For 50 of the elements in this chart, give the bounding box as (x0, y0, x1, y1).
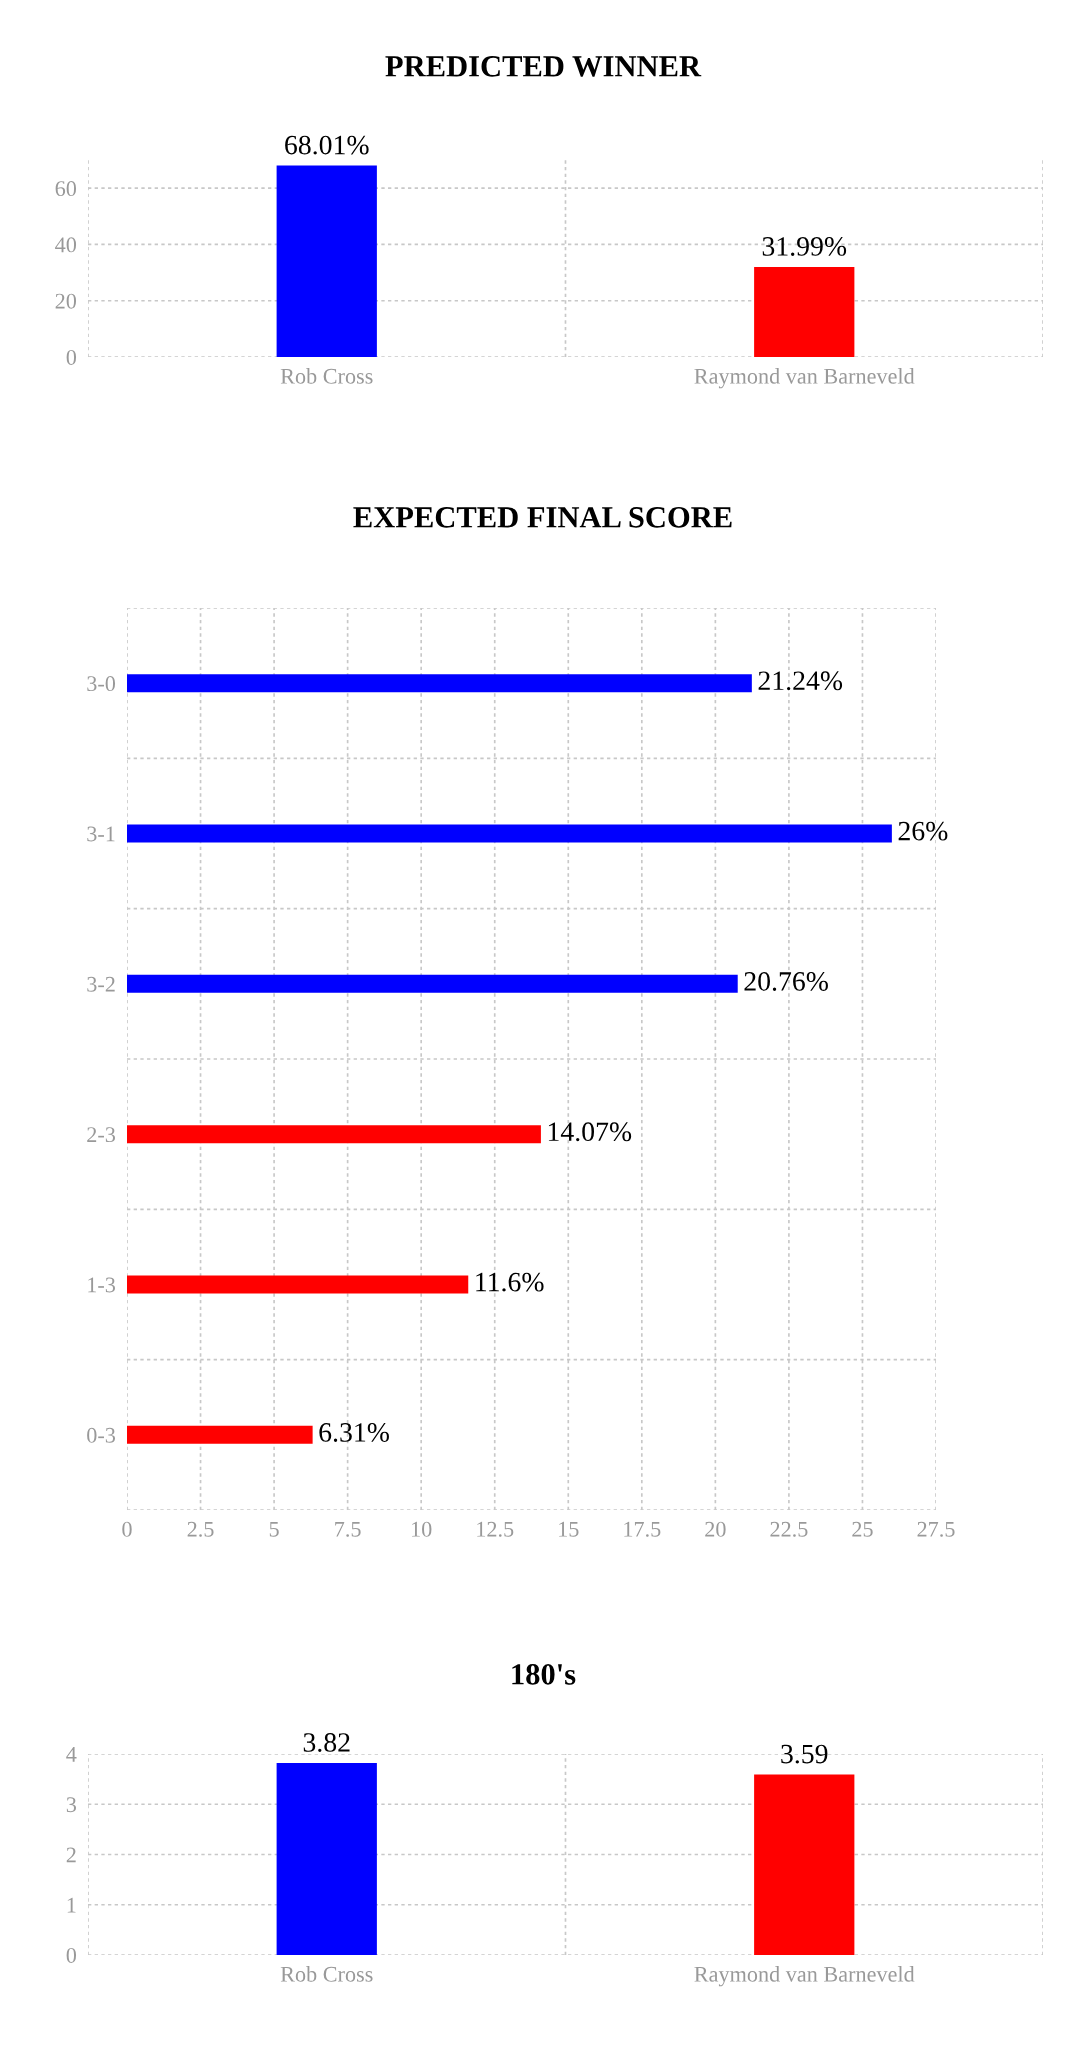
data-label: 3.59 (781, 1744, 828, 1764)
x-tick-label: 10 (412, 1521, 432, 1537)
y-tick-label: 0 (66, 1947, 77, 1963)
data-label: 68.01% (285, 135, 369, 155)
chart-title: EXPECTED FINAL SCORE (353, 507, 732, 528)
x-tick-label: Raymond van Barneveld (694, 368, 915, 389)
x-tick-label: Rob Cross (280, 1966, 373, 1982)
x-tick-label: Rob Cross (280, 368, 373, 384)
chart-title: 180's (512, 1664, 576, 1685)
y-tick-label: 20 (55, 293, 77, 309)
x-tick-label: 17.5 (624, 1521, 661, 1537)
x-tick-label: Raymond van Barneveld (694, 1966, 915, 1987)
x-tick-label: 2.5 (187, 1521, 214, 1537)
bar (127, 674, 752, 693)
y-tick-label: 60 (55, 181, 77, 197)
bar (127, 1125, 541, 1144)
data-label: 21.24% (758, 671, 843, 691)
data-label: 31.99% (762, 237, 847, 256)
x-tick-label: 25 (852, 1521, 873, 1537)
data-label: 6.31% (319, 1423, 389, 1442)
x-tick-label: 0 (122, 1521, 132, 1537)
x-tick-label: 22.5 (770, 1521, 808, 1537)
x-tick-label: 27.5 (917, 1521, 955, 1537)
y-tick-label: 2 (66, 1847, 76, 1863)
chart-title: PREDICTED WINNER (385, 56, 702, 77)
data-label: 14.07% (548, 1122, 632, 1142)
y-tick-label: 2-3 (87, 1127, 116, 1143)
x-tick-label: 20 (705, 1521, 726, 1537)
y-tick-label: 3-1 (87, 826, 115, 842)
bar (127, 1425, 313, 1444)
y-tick-label: 1 (67, 1897, 76, 1913)
bar (127, 974, 738, 993)
y-tick-label: 3-0 (87, 676, 116, 692)
x-tick-label: 7.5 (335, 1521, 361, 1537)
y-tick-label: 0 (66, 349, 77, 365)
data-label: 26% (898, 821, 948, 841)
data-label: 11.6% (476, 1272, 544, 1292)
y-tick-label: 1-3 (88, 1277, 116, 1293)
y-tick-label: 0-3 (87, 1427, 116, 1443)
y-tick-label: 3 (66, 1797, 77, 1813)
x-tick-label: 5 (269, 1521, 279, 1537)
bar (127, 824, 892, 843)
y-tick-label: 4 (66, 1747, 77, 1762)
x-tick-label: 12.5 (477, 1521, 514, 1537)
y-tick-label: 40 (55, 237, 77, 253)
x-tick-label: 15 (559, 1521, 579, 1537)
bar (127, 1275, 469, 1294)
data-label: 20.76% (744, 972, 828, 991)
y-tick-label: 3-2 (87, 976, 115, 992)
data-label: 3.82 (303, 1733, 350, 1752)
